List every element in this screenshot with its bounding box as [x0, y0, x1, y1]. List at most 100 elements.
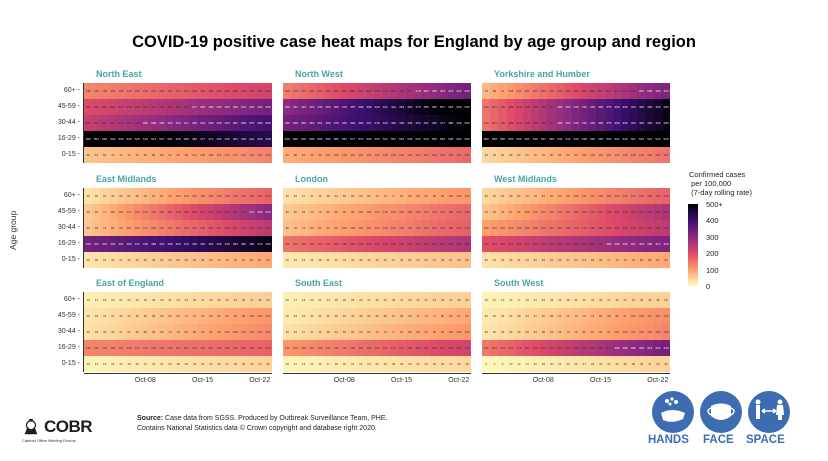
heatmap-cell: 129: [604, 188, 614, 204]
heatmap-cell: 35: [214, 356, 224, 372]
heatmap-cell: 453: [397, 99, 406, 115]
heatmap-cell: 253: [157, 99, 167, 115]
heatmap-cell: 430: [263, 131, 273, 147]
heatmap-cell: 420: [372, 99, 382, 115]
legend-tick-label: 300: [706, 232, 719, 242]
heatmap-cell: 66: [364, 324, 374, 340]
heatmap-cell: 480: [263, 236, 273, 252]
heatmap-cell: 25: [490, 308, 499, 324]
heatmap-cell: 569: [364, 131, 374, 147]
heatmap-cell: 103: [222, 324, 232, 340]
heatmap-cell: 37: [604, 292, 614, 308]
heatmap-cell: 120: [239, 147, 248, 163]
heatmap-cell: 142: [555, 204, 565, 220]
heatmap-cell: 40: [364, 252, 374, 268]
heatmap-cell: 390: [612, 99, 622, 115]
heatmap-cell: 295: [430, 83, 439, 99]
heatmap-cell: 39: [231, 356, 240, 372]
heatmap-cell: 70: [108, 147, 117, 163]
panel-title: North West: [295, 69, 343, 79]
heatmap-cell: 198: [571, 83, 581, 99]
heatmap-cell: 439: [214, 236, 224, 252]
heatmap-panel: Yorkshire and Humber 75 86 97 108 120 131 142 15…: [482, 69, 677, 183]
heatmap-cell: 244: [381, 83, 390, 99]
heatmap-cell: 17: [514, 292, 524, 308]
heatmap-cell: 130: [84, 83, 93, 99]
y-axis-line: [83, 83, 84, 163]
heatmap-cell: 133: [547, 204, 556, 220]
y-tick-label: 45-59 -: [57, 208, 80, 215]
heatmap-cell: 131: [522, 83, 532, 99]
heatmap-cell: 507: [157, 131, 167, 147]
heatmap-cell: 115: [381, 204, 390, 220]
heatmap-cell: 344: [315, 99, 325, 115]
heatmap-cell: 138: [222, 188, 232, 204]
heatmap-cell: 195: [506, 115, 515, 131]
heatmap-cell: 11: [291, 356, 300, 372]
heatmap-cell: 132: [214, 188, 224, 204]
heatmap-cell: 135: [108, 340, 117, 356]
heatmap-cell: 70: [571, 308, 581, 324]
heatmap-cell: 59: [348, 188, 357, 204]
heatmap-cell: 355: [323, 99, 333, 115]
heatmap-cell: 43: [100, 188, 109, 204]
heatmap-cell: 33: [490, 252, 499, 268]
heatmap-cell: 88: [604, 308, 614, 324]
heatmap-cell: 37: [198, 292, 207, 308]
heatmap-cell: 215: [239, 220, 248, 236]
y-tick-label: 0-15 -: [61, 151, 80, 158]
heatmap-cell: 31: [364, 292, 374, 308]
heatmap-cell: 85: [283, 147, 292, 163]
heatmap-cell: 240: [661, 220, 671, 236]
heatmap-cell: 560: [84, 131, 93, 147]
heatmap-cell: 192: [214, 83, 224, 99]
heatmap-cell: 132: [522, 220, 532, 236]
heatmap-cell: 120: [514, 83, 524, 99]
heatmap-cell: 179: [514, 340, 524, 356]
heatmap-cell: 189: [182, 204, 191, 220]
heatmap-cell: 324: [255, 99, 265, 115]
heatmap-cell: 87: [653, 252, 663, 268]
heatmap-cell: 392: [348, 115, 357, 131]
heatmap-cell: 150: [283, 236, 292, 252]
heatmap-cell: 43: [255, 356, 265, 372]
heatmap-cell: 303: [165, 115, 175, 131]
heatmap-cell: 101: [124, 220, 134, 236]
heatmap-cell: 60: [291, 204, 300, 220]
heatmap-cell: 17: [323, 356, 333, 372]
heatmap-cell: 48: [323, 188, 333, 204]
heatmap-cell: 461: [421, 115, 431, 131]
heatmap-cell: 150: [421, 220, 431, 236]
heatmap-cell: 90: [340, 204, 349, 220]
heatmap-cell: 454: [413, 115, 423, 131]
heatmap-cell: 38: [506, 252, 515, 268]
heatmap-cell: 60: [84, 220, 93, 236]
heatmap-cell: 88: [291, 147, 300, 163]
heatmap-cell: 106: [620, 324, 630, 340]
heatmap-cell: 100: [173, 188, 183, 204]
heatmap-cell: 435: [637, 115, 646, 131]
x-axis-line: [482, 373, 670, 374]
heatmap-cell: 542: [563, 131, 573, 147]
heatmap-cell: 289: [206, 99, 216, 115]
heatmap-cell: 45: [315, 188, 325, 204]
heatmap-cell: 99: [563, 188, 573, 204]
heatmap-cell: 25: [84, 252, 93, 268]
heatmap-cell: 66: [100, 147, 109, 163]
heatmap-cell: 58: [539, 324, 548, 340]
heatmap-cell: 125: [206, 188, 216, 204]
heatmap-cell: 100: [482, 220, 491, 236]
heatmap-cell: 14: [522, 356, 532, 372]
heatmap-panel: South East 15 17 18 20 21 23 25 26 28 29 31 33 34 36 37…: [283, 278, 478, 392]
heatmap-cell: 37: [299, 324, 308, 340]
heatmap-cell: 109: [340, 147, 349, 163]
heatmap-cell: 95: [348, 204, 357, 220]
heatmap-cell: 60: [157, 308, 167, 324]
heatmap-cell: 143: [421, 147, 431, 163]
heatmap-cell: 59: [438, 252, 447, 268]
heatmap-cell: 82: [580, 324, 589, 340]
heatmap-cell: 125: [149, 220, 158, 236]
heatmap-cell: 75: [315, 204, 325, 220]
heatmap-cell: 375: [604, 115, 614, 131]
heatmap-cell: 610: [283, 131, 292, 147]
